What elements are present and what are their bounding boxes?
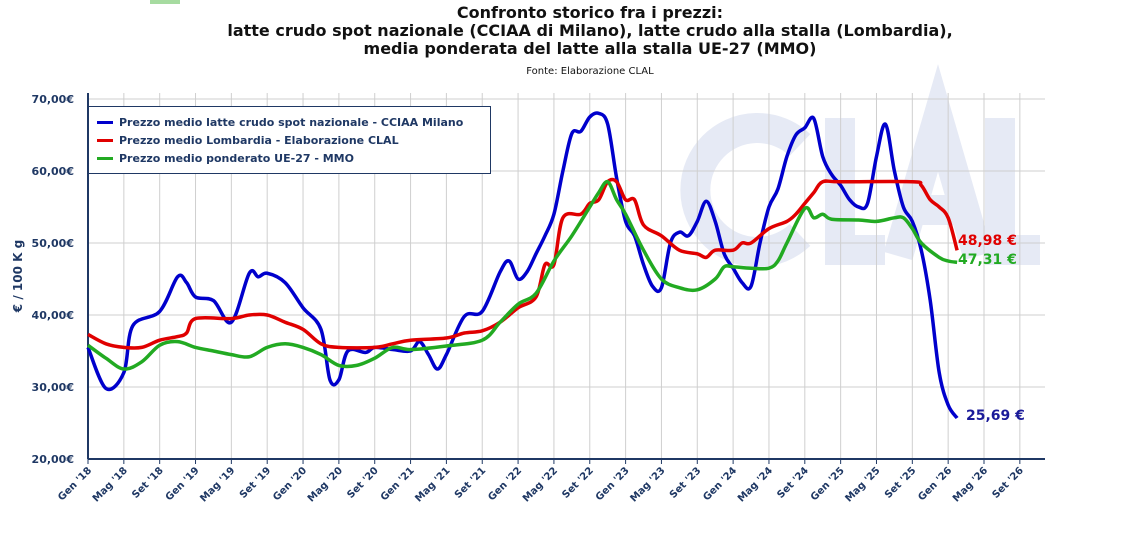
x-tick-label: Gen '22 (486, 465, 524, 503)
x-tick-label: Set '25 (883, 465, 919, 501)
x-tick-label: Gen '18 (56, 465, 94, 503)
legend-label: Prezzo medio latte crudo spot nazionale … (119, 115, 464, 129)
x-tick-label: Mag '21 (413, 465, 452, 504)
x-tick-label: Gen '21 (379, 465, 417, 503)
y-tick-label: 30,00€ (32, 381, 74, 394)
y-tick-label: 70,00€ (32, 93, 74, 106)
x-tick-label: Set '23 (668, 465, 704, 501)
watermark-letter-l (825, 118, 885, 265)
x-tick-label: Set '22 (560, 465, 596, 501)
legend: Prezzo medio latte crudo spot nazionale … (88, 106, 491, 174)
x-tick-label: Set '21 (453, 465, 489, 501)
x-tick-label: Mag '25 (843, 465, 882, 504)
y-tick-label: 20,00€ (32, 453, 74, 466)
end-label-lombardia: 48,98 € (958, 233, 1017, 249)
chart-title-line-3: media ponderata del latte alla stalla UE… (363, 39, 817, 58)
legend-item: Prezzo medio ponderato UE-27 - MMO (97, 149, 482, 167)
x-tick-label: Set '19 (238, 465, 274, 501)
series-line-2 (86, 179, 958, 371)
x-tick-label: Gen '20 (271, 465, 309, 503)
watermark-letter-a (883, 64, 993, 261)
x-tick-label: Set '18 (130, 465, 166, 501)
x-tick-label: Gen '26 (916, 465, 954, 503)
x-tick-label: Mag '18 (91, 465, 130, 504)
legend-swatch (97, 120, 113, 124)
decorative-bar (150, 0, 180, 4)
x-tick-label: Mag '26 (951, 465, 990, 504)
end-label-milano: 25,69 € (966, 408, 1025, 424)
watermark-letter-c (680, 113, 811, 267)
legend-swatch (97, 138, 113, 142)
x-tick-label: Gen '19 (164, 465, 202, 503)
y-tick-label: 50,00€ (32, 237, 74, 250)
x-tick-label: Set '26 (990, 465, 1026, 501)
x-tick-label: Mag '24 (736, 465, 775, 504)
chart-source: Fonte: Elaborazione CLAL (526, 66, 654, 77)
legend-label: Prezzo medio Lombardia - Elaborazione CL… (119, 133, 399, 147)
y-axis-label: € / 100 K g (11, 240, 25, 313)
y-tick-label: 40,00€ (32, 309, 74, 322)
legend-item: Prezzo medio latte crudo spot nazionale … (97, 113, 482, 131)
x-tick-label: Set '20 (345, 465, 381, 501)
x-tick-label: Mag '20 (306, 465, 345, 504)
x-tick-label: Set '24 (775, 465, 811, 501)
x-tick-label: Gen '25 (809, 465, 847, 503)
y-tick-label: 60,00€ (32, 165, 74, 178)
x-tick-label: Mag '22 (521, 465, 560, 504)
watermark-letter-l2 (985, 118, 1040, 265)
series-line-1 (87, 177, 959, 350)
legend-label: Prezzo medio ponderato UE-27 - MMO (119, 151, 354, 165)
x-tick-label: Gen '23 (594, 465, 632, 503)
chart-title-line-1: Confronto storico fra i prezzi: (456, 3, 724, 22)
end-label-ue27: 47,31 € (958, 252, 1017, 268)
x-tick-label: Mag '19 (198, 465, 237, 504)
legend-item: Prezzo medio Lombardia - Elaborazione CL… (97, 131, 482, 149)
chart-title-line-2: latte crudo spot nazionale (CCIAA di Mil… (227, 21, 953, 40)
x-tick-label: Mag '23 (628, 465, 667, 504)
x-tick-label: Gen '24 (701, 465, 739, 503)
legend-swatch (97, 156, 113, 160)
watermark-logo (680, 64, 1040, 267)
